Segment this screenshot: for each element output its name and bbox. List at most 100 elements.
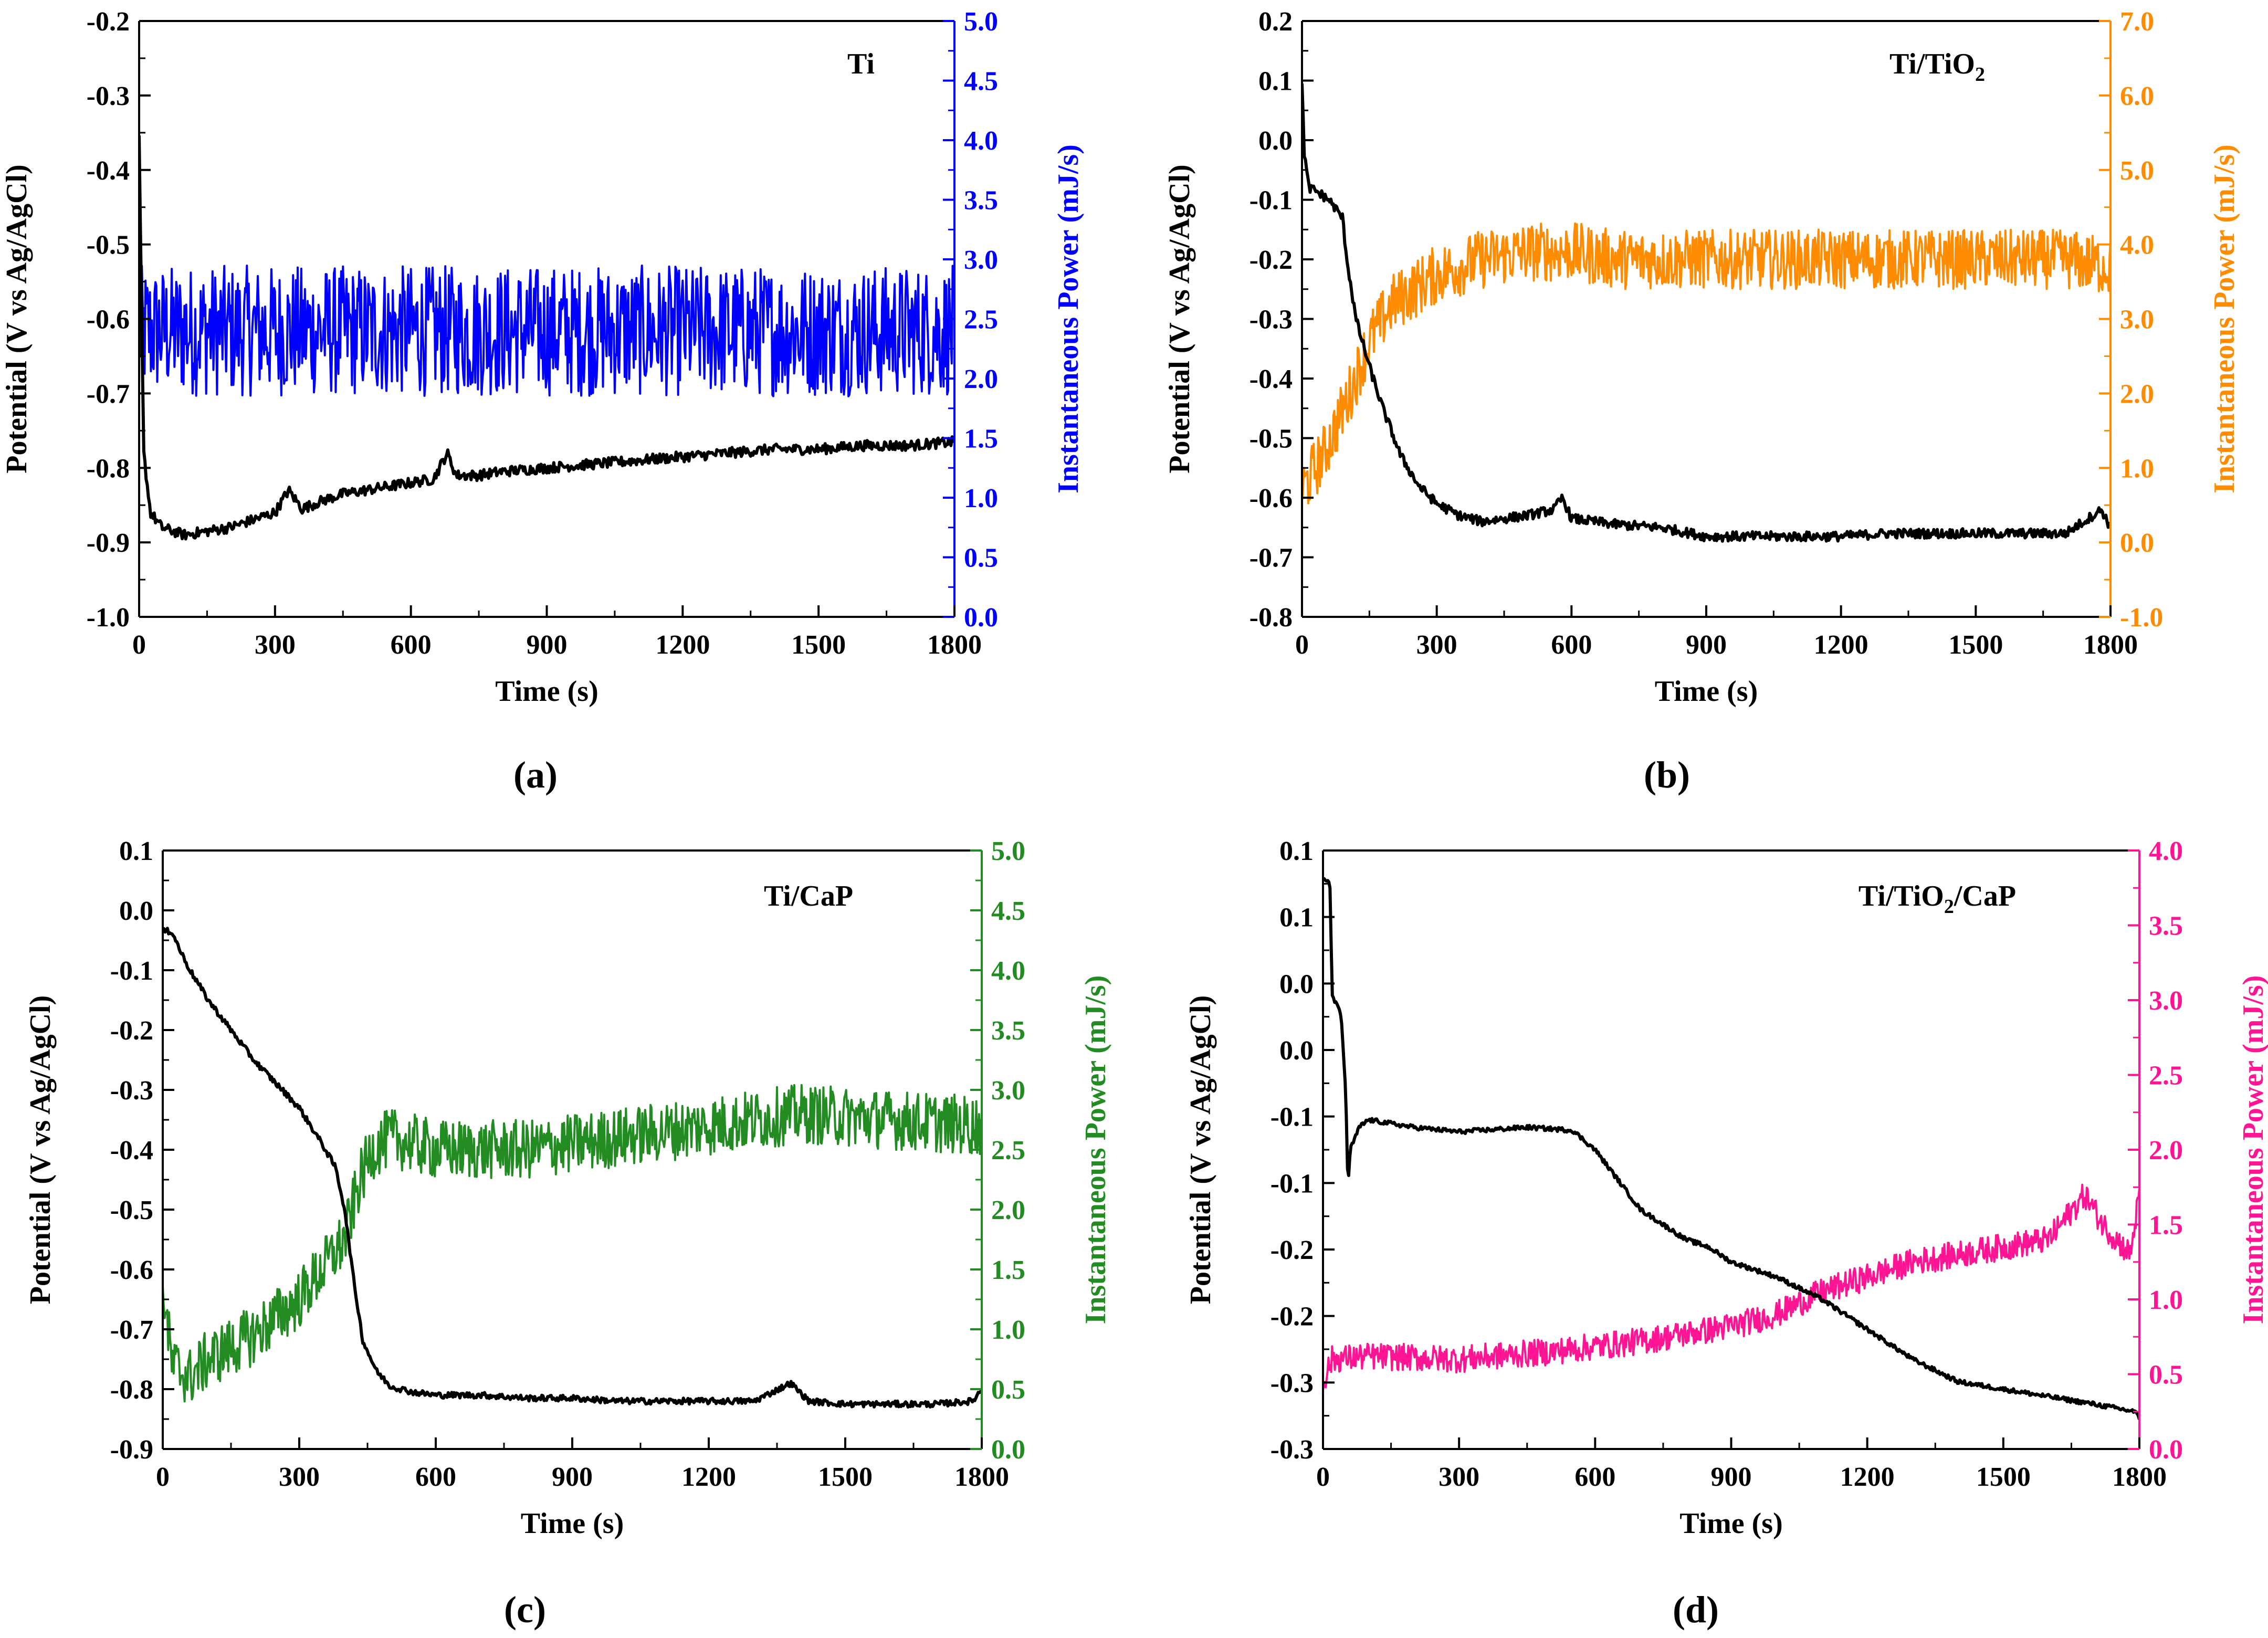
y-left-tick-label: 0.0 xyxy=(1279,969,1314,999)
y-left-tick-label: -0.2 xyxy=(87,7,130,37)
y-left-tick-label: -1.0 xyxy=(87,603,130,633)
y-left-tick-label: 0.1 xyxy=(1279,836,1314,866)
y-right-tick-label: 2.0 xyxy=(964,364,998,394)
y-left-tick-label: -0.1 xyxy=(1270,1102,1314,1132)
x-tick-label: 1500 xyxy=(1976,1462,2031,1492)
y-left-tick-label: -0.8 xyxy=(1250,603,1293,633)
y-left-tick-label: -0.5 xyxy=(87,230,130,260)
series-right-line xyxy=(1302,222,2110,505)
x-tick-label: 0 xyxy=(132,630,146,660)
y-right-tick-label: 1.0 xyxy=(2149,1285,2183,1315)
y-left-tick-label: -0.3 xyxy=(1250,305,1293,335)
y-left-tick-label: -0.6 xyxy=(1250,484,1293,513)
y-right-axis-label: Instantaneous Power (mJ/s) xyxy=(1079,975,1112,1325)
y-right-tick-label: 1.0 xyxy=(964,484,998,513)
x-tick-label: 300 xyxy=(1438,1462,1479,1492)
y-right-tick-label: 3.0 xyxy=(2120,305,2154,335)
x-axis-label: Time (s) xyxy=(1655,675,1758,708)
y-right-tick-label: 3.0 xyxy=(2149,986,2183,1016)
x-tick-label: 0 xyxy=(156,1462,170,1492)
x-tick-label: 1800 xyxy=(954,1462,1009,1492)
panel-1: 0 300 600 900 1200 1500 1800 -0.8 -0.7 -0.6 -0.5 -0… xyxy=(1163,7,2241,796)
y-left-tick-label: -0.2 xyxy=(1250,245,1293,275)
y-left-tick-label: -0.9 xyxy=(110,1435,153,1465)
x-axis-label: Time (s) xyxy=(521,1507,624,1540)
y-right-tick-label: 1.0 xyxy=(991,1315,1025,1345)
x-axis-label: Time (s) xyxy=(495,675,598,708)
x-tick-label: 1200 xyxy=(1840,1462,1895,1492)
y-right-tick-label: 0.0 xyxy=(991,1435,1025,1465)
y-left-tick-label: -0.7 xyxy=(87,379,130,409)
y-left-tick-label: -0.8 xyxy=(87,454,130,484)
series-right-line xyxy=(163,1084,982,1403)
y-left-tick-label: -0.4 xyxy=(1250,364,1293,394)
y-right-tick-label: 3.5 xyxy=(2149,911,2183,941)
x-tick-label: 1500 xyxy=(818,1462,873,1492)
y-right-tick-label: 0.0 xyxy=(2120,528,2154,558)
panel-3: 0 300 600 900 1200 1500 1800 -0.3 -0.3 -0.2 -0.2 -0… xyxy=(1184,836,2268,1631)
y-right-tick-label: 4.0 xyxy=(2120,230,2154,260)
y-right-axis-label: Instantaneous Power (mJ/s) xyxy=(1052,144,1085,494)
sample-label: Ti xyxy=(847,48,875,80)
x-tick-label: 1200 xyxy=(681,1462,736,1492)
x-tick-label: 1800 xyxy=(2112,1462,2167,1492)
y-left-axis-label: Potential (V vs Ag/AgCl) xyxy=(24,995,57,1305)
y-right-tick-label: 0.5 xyxy=(964,543,998,573)
sample-label: Ti/TiO2 xyxy=(1889,48,1985,86)
panel-2: 0 300 600 900 1200 1500 1800 -0.9 -0.8 -0.7 -0.6 -0… xyxy=(24,836,1112,1631)
series-left-line xyxy=(1323,877,2139,1420)
x-tick-label: 600 xyxy=(391,630,432,660)
panel-0: 0 300 600 900 1200 1500 1800 -1.0 -0.9 -0.8 -0.7 -0… xyxy=(1,7,1085,796)
y-left-tick-label: -0.4 xyxy=(87,156,130,186)
y-right-tick-label: 6.0 xyxy=(2120,81,2154,111)
y-right-tick-label: 2.5 xyxy=(2149,1061,2183,1091)
sample-label: Ti/TiO2/CaP xyxy=(1858,880,2016,918)
y-left-tick-label: -0.1 xyxy=(1270,1169,1314,1199)
y-left-tick-label: -0.3 xyxy=(87,81,130,111)
y-left-tick-label: -0.6 xyxy=(87,305,130,335)
y-right-tick-label: 4.0 xyxy=(991,956,1025,986)
y-left-tick-label: -0.3 xyxy=(1270,1368,1314,1398)
x-tick-label: 600 xyxy=(1574,1462,1615,1492)
x-tick-label: 600 xyxy=(415,1462,456,1492)
y-right-tick-label: 5.0 xyxy=(964,7,998,37)
y-left-tick-label: -0.8 xyxy=(110,1375,153,1405)
y-left-tick-label: 0.1 xyxy=(1258,67,1293,97)
y-left-tick-label: -0.2 xyxy=(110,1016,153,1046)
x-tick-label: 900 xyxy=(1711,1462,1752,1492)
y-left-tick-label: -0.4 xyxy=(110,1136,153,1166)
y-left-axis-label: Potential (V vs Ag/AgCl) xyxy=(1163,164,1196,474)
y-right-tick-label: 2.0 xyxy=(2120,379,2154,409)
series-left-line xyxy=(163,927,982,1409)
panel-label: (d) xyxy=(1673,1589,1719,1631)
x-tick-label: 1500 xyxy=(791,630,846,660)
y-left-tick-label: -0.9 xyxy=(87,528,130,558)
x-tick-label: 1800 xyxy=(2083,630,2138,660)
y-right-axis-label: Instantaneous Power (mJ/s) xyxy=(2208,144,2241,494)
y-left-tick-label: 0.0 xyxy=(1279,1036,1314,1066)
y-left-tick-label: 0.2 xyxy=(1258,7,1293,37)
y-right-tick-label: 3.0 xyxy=(991,1076,1025,1106)
y-right-tick-label: 0.0 xyxy=(964,603,998,633)
x-tick-label: 900 xyxy=(552,1462,593,1492)
y-right-tick-label: 2.5 xyxy=(991,1136,1025,1166)
y-left-tick-label: -0.5 xyxy=(110,1195,153,1225)
y-left-tick-label: -0.5 xyxy=(1250,424,1293,454)
y-left-tick-label: -0.2 xyxy=(1270,1235,1314,1265)
y-right-tick-label: 1.5 xyxy=(964,424,998,454)
x-tick-label: 300 xyxy=(279,1462,320,1492)
y-left-tick-label: -0.6 xyxy=(110,1255,153,1285)
y-left-tick-label: -0.1 xyxy=(1250,186,1293,216)
y-right-tick-label: 3.0 xyxy=(964,245,998,275)
x-tick-label: 0 xyxy=(1295,630,1309,660)
y-left-tick-label: 0.0 xyxy=(119,896,153,926)
y-left-tick-label: 0.1 xyxy=(119,836,153,866)
y-right-tick-label: 7.0 xyxy=(2120,7,2154,37)
y-right-tick-label: 0.5 xyxy=(2149,1360,2183,1390)
y-left-tick-label: -0.3 xyxy=(110,1076,153,1106)
y-right-tick-label: 3.5 xyxy=(964,186,998,216)
x-tick-label: 1200 xyxy=(1814,630,1868,660)
y-right-tick-label: 4.5 xyxy=(991,896,1025,926)
x-tick-label: 1500 xyxy=(1948,630,2003,660)
